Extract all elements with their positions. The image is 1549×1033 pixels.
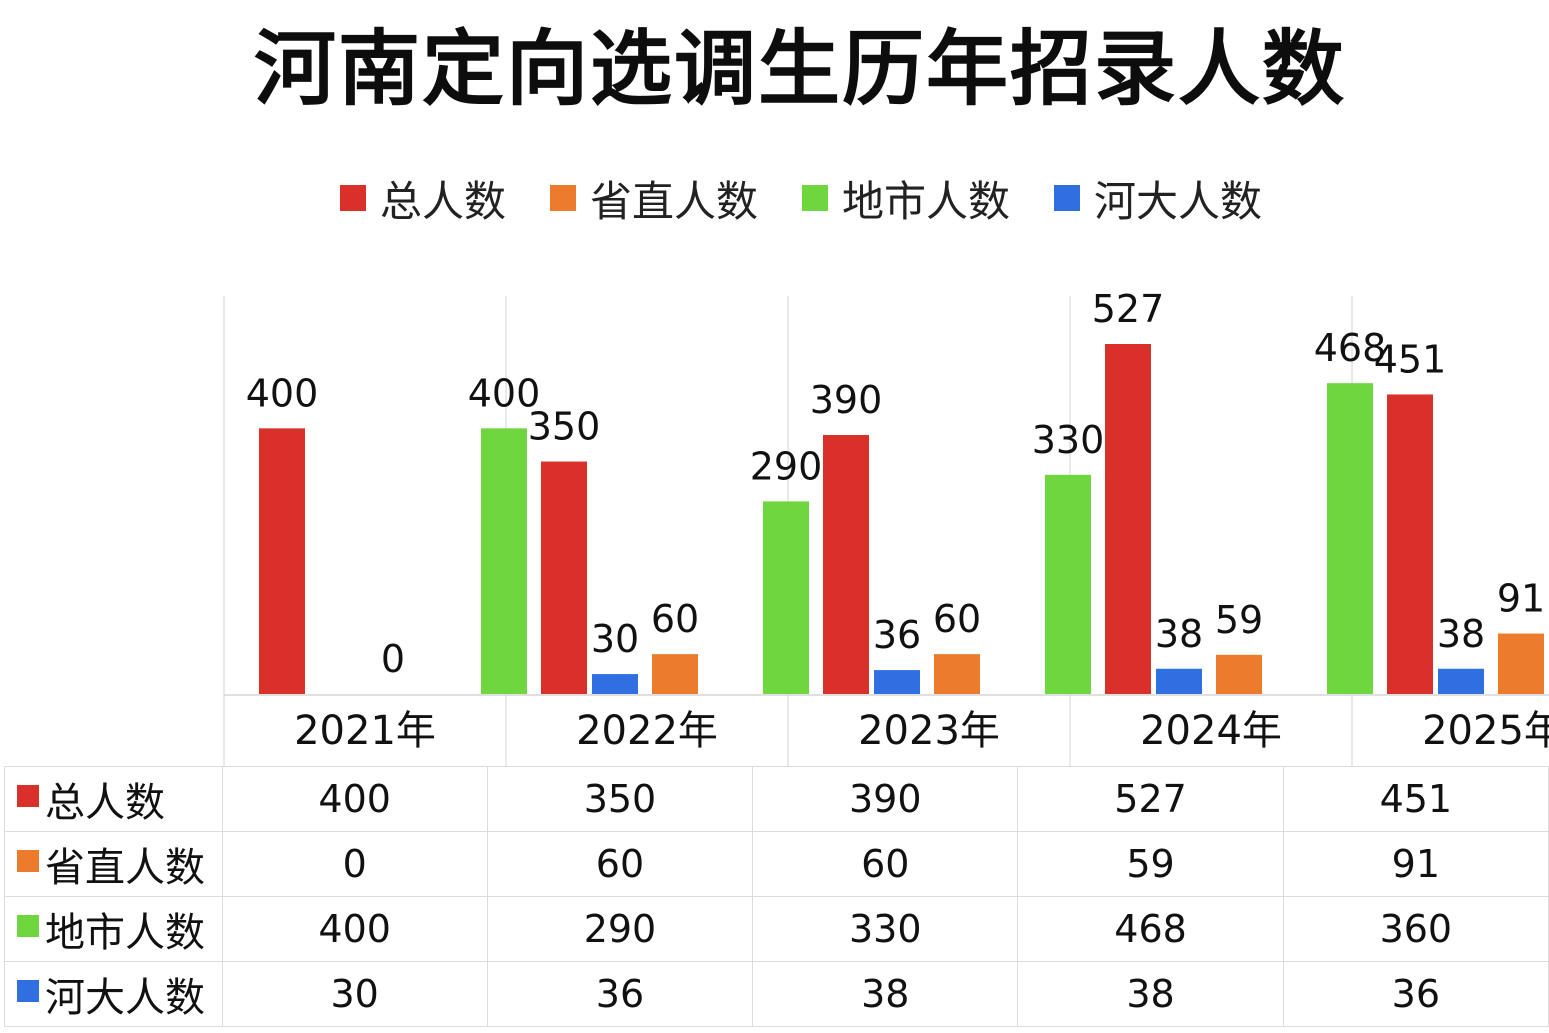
legend-label-total: 总人数 (380, 176, 507, 226)
table-row: 总人数 400 350 390 527 451 (4, 766, 1549, 832)
table-row-header: 省直人数 (4, 831, 223, 897)
row-label: 总人数 (45, 780, 165, 826)
bar-city-3 (1045, 474, 1091, 694)
table-cell: 330 (752, 896, 1019, 962)
bar-city-4 (1327, 383, 1373, 694)
legend-item-city: 地市人数 (802, 168, 1010, 229)
table-row-header: 总人数 (4, 766, 223, 832)
data-label: 38 (1155, 612, 1203, 656)
legend-label-provincial: 省直人数 (590, 176, 759, 226)
data-label: 59 (1215, 598, 1263, 642)
table-cell: 30 (221, 961, 488, 1027)
table-row-header: 河大人数 (4, 961, 223, 1027)
legend-item-total: 总人数 (340, 168, 506, 229)
data-label: 400 (246, 371, 319, 415)
bar-city-1 (481, 428, 527, 694)
bar-henan_univ-1 (592, 674, 638, 694)
data-label: 390 (810, 378, 883, 422)
data-label: 36 (873, 613, 921, 657)
data-label: 451 (1374, 337, 1447, 381)
table-cell: 38 (752, 961, 1019, 1027)
table-row: 河大人数 30 36 38 38 36 (4, 961, 1549, 1027)
table-cell: 451 (1282, 766, 1549, 832)
bar-provincial-2 (652, 654, 698, 694)
bar-chart: 400 0 400 30 2021年 350 60 290 36 2022年 390 60 330 38 2… (223, 287, 1549, 766)
bar-total-3 (823, 434, 869, 694)
chart-legend: 总人数 省直人数 地市人数 河大人数 (340, 168, 1306, 228)
bar-total-2 (541, 461, 587, 694)
data-label: 527 (1092, 287, 1165, 331)
bar-henan_univ-4 (1438, 668, 1484, 694)
table-cell: 36 (486, 961, 754, 1027)
row-swatch (17, 785, 39, 807)
row-swatch (17, 980, 39, 1002)
table-cell: 0 (221, 831, 488, 897)
table-cell: 59 (1017, 831, 1284, 897)
data-label: 330 (1032, 418, 1105, 462)
table-row: 地市人数 400 290 330 468 360 (4, 896, 1549, 962)
table-cell: 290 (486, 896, 754, 962)
row-label: 地市人数 (45, 910, 205, 956)
table-cell: 468 (1017, 896, 1284, 962)
chart-title: 河南定向选调生历年招录人数 (253, 21, 1346, 117)
data-label: 60 (651, 597, 699, 641)
bar-total-1 (259, 428, 305, 694)
data-label: 350 (528, 405, 601, 449)
data-label: 30 (591, 617, 639, 661)
data-label: 0 (381, 637, 405, 681)
bar-provincial-3 (934, 654, 980, 694)
row-swatch (17, 850, 39, 872)
table-row: 省直人数 0 60 60 59 91 (4, 831, 1549, 897)
row-label: 河大人数 (45, 975, 205, 1021)
legend-item-henan-univ: 河大人数 (1054, 168, 1262, 229)
table-cell: 36 (1282, 961, 1549, 1027)
bar-provincial-5 (1498, 633, 1544, 694)
table-cell: 38 (1017, 961, 1284, 1027)
table-cell: 60 (486, 831, 754, 897)
table-cell: 360 (1282, 896, 1549, 962)
table-cell: 91 (1282, 831, 1549, 897)
legend-swatch-city (802, 185, 829, 211)
bar-provincial-4 (1216, 654, 1262, 694)
legend-label-city: 地市人数 (842, 176, 1011, 226)
bar-total-5 (1387, 394, 1433, 694)
row-label: 省直人数 (45, 845, 205, 891)
x-tick-label: 2021年 (294, 708, 436, 754)
x-tick-label: 2024年 (1140, 708, 1282, 754)
data-label: 38 (1437, 612, 1485, 656)
row-swatch (17, 915, 39, 937)
legend-swatch-total (340, 185, 366, 211)
legend-label-henan-univ: 河大人数 (1094, 176, 1263, 226)
table-cell: 60 (752, 831, 1019, 897)
data-table: 总人数 400 350 390 527 451 省直人数 0 60 60 59 91 地市人数 400 29… (4, 766, 1549, 1027)
bar-henan_univ-3 (1156, 668, 1202, 694)
bar-henan_univ-2 (874, 670, 920, 694)
data-label: 400 (468, 371, 541, 415)
data-label: 60 (933, 597, 981, 641)
data-label: 468 (1314, 326, 1387, 370)
table-cell: 400 (221, 766, 488, 832)
table-cell: 527 (1017, 766, 1284, 832)
legend-swatch-provincial (550, 185, 577, 211)
table-cell: 350 (486, 766, 754, 832)
legend-item-provincial: 省直人数 (550, 168, 758, 229)
x-tick-label: 2025年 (1422, 708, 1549, 754)
data-label: 290 (750, 444, 823, 488)
bar-city-2 (763, 501, 809, 694)
x-tick-label: 2022年 (576, 708, 718, 754)
x-tick-label: 2023年 (858, 708, 1000, 754)
bar-total-4 (1105, 344, 1151, 694)
legend-swatch-henan-univ (1054, 185, 1081, 211)
table-cell: 400 (221, 896, 488, 962)
data-label: 91 (1497, 577, 1545, 621)
table-row-header: 地市人数 (4, 896, 223, 962)
table-cell: 390 (752, 766, 1019, 832)
